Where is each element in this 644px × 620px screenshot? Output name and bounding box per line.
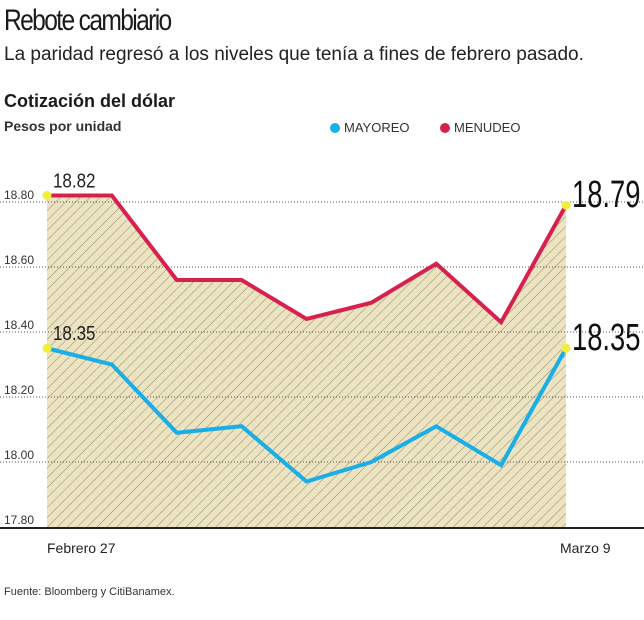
chart-title: Cotización del dólar (4, 91, 176, 111)
data-point-menudeo (42, 191, 52, 200)
area-fill (47, 195, 566, 527)
end-value-label-menudeo: 18.79 (572, 174, 640, 216)
start-value-label-menudeo: 18.82 (53, 169, 96, 192)
y-axis-label: Pesos por unidad (4, 118, 122, 134)
y-tick-label: 18.40 (4, 318, 34, 332)
x-tick-label-first: Febrero 27 (47, 540, 116, 556)
source-note: Fuente: Bloomberg y CitiBanamex. (4, 586, 175, 598)
legend-label-menudeo: MENUDEO (454, 120, 521, 135)
start-value-label-mayoreo: 18.35 (53, 322, 96, 345)
y-tick-label: 17.80 (4, 513, 34, 527)
y-tick-label: 18.80 (4, 188, 34, 202)
legend-label-mayoreo: MAYOREO (344, 120, 410, 135)
legend-item-mayoreo: MAYOREO (330, 120, 410, 135)
data-point-mayoreo (42, 343, 52, 353)
end-value-label-mayoreo: 18.35 (572, 317, 640, 359)
headline: Rebote cambiario (4, 4, 172, 37)
y-tick-label: 18.00 (4, 448, 34, 462)
legend-item-menudeo: MENUDEO (440, 120, 520, 135)
y-tick-label: 18.60 (4, 253, 34, 267)
legend-swatch-mayoreo (330, 122, 340, 133)
data-point-menudeo (561, 200, 571, 210)
data-point-mayoreo (561, 343, 571, 353)
y-tick-label: 18.20 (4, 383, 34, 397)
subheadline: La paridad regresó a los niveles que ten… (4, 44, 584, 65)
legend-swatch-menudeo (440, 122, 450, 133)
x-tick-label-last: Marzo 9 (560, 540, 611, 556)
